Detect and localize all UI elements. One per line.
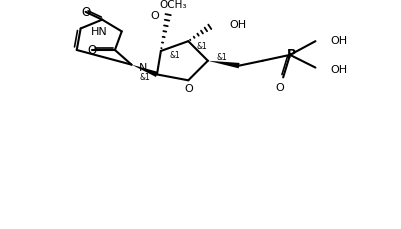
Polygon shape	[132, 65, 158, 78]
Text: O: O	[88, 44, 97, 57]
Text: OH: OH	[330, 36, 347, 46]
Text: OH: OH	[229, 19, 247, 30]
Text: OH: OH	[330, 64, 347, 74]
Text: HN: HN	[91, 27, 108, 37]
Text: O: O	[150, 11, 159, 21]
Text: N: N	[138, 62, 147, 72]
Text: &1: &1	[169, 51, 180, 60]
Text: OCH₃: OCH₃	[160, 0, 187, 10]
Text: &1: &1	[140, 73, 151, 82]
Text: &1: &1	[216, 53, 227, 62]
Text: O: O	[275, 83, 284, 93]
Text: &1: &1	[196, 41, 207, 50]
Polygon shape	[208, 61, 239, 69]
Text: P: P	[286, 48, 296, 61]
Text: O: O	[184, 84, 192, 94]
Text: O: O	[81, 6, 90, 19]
